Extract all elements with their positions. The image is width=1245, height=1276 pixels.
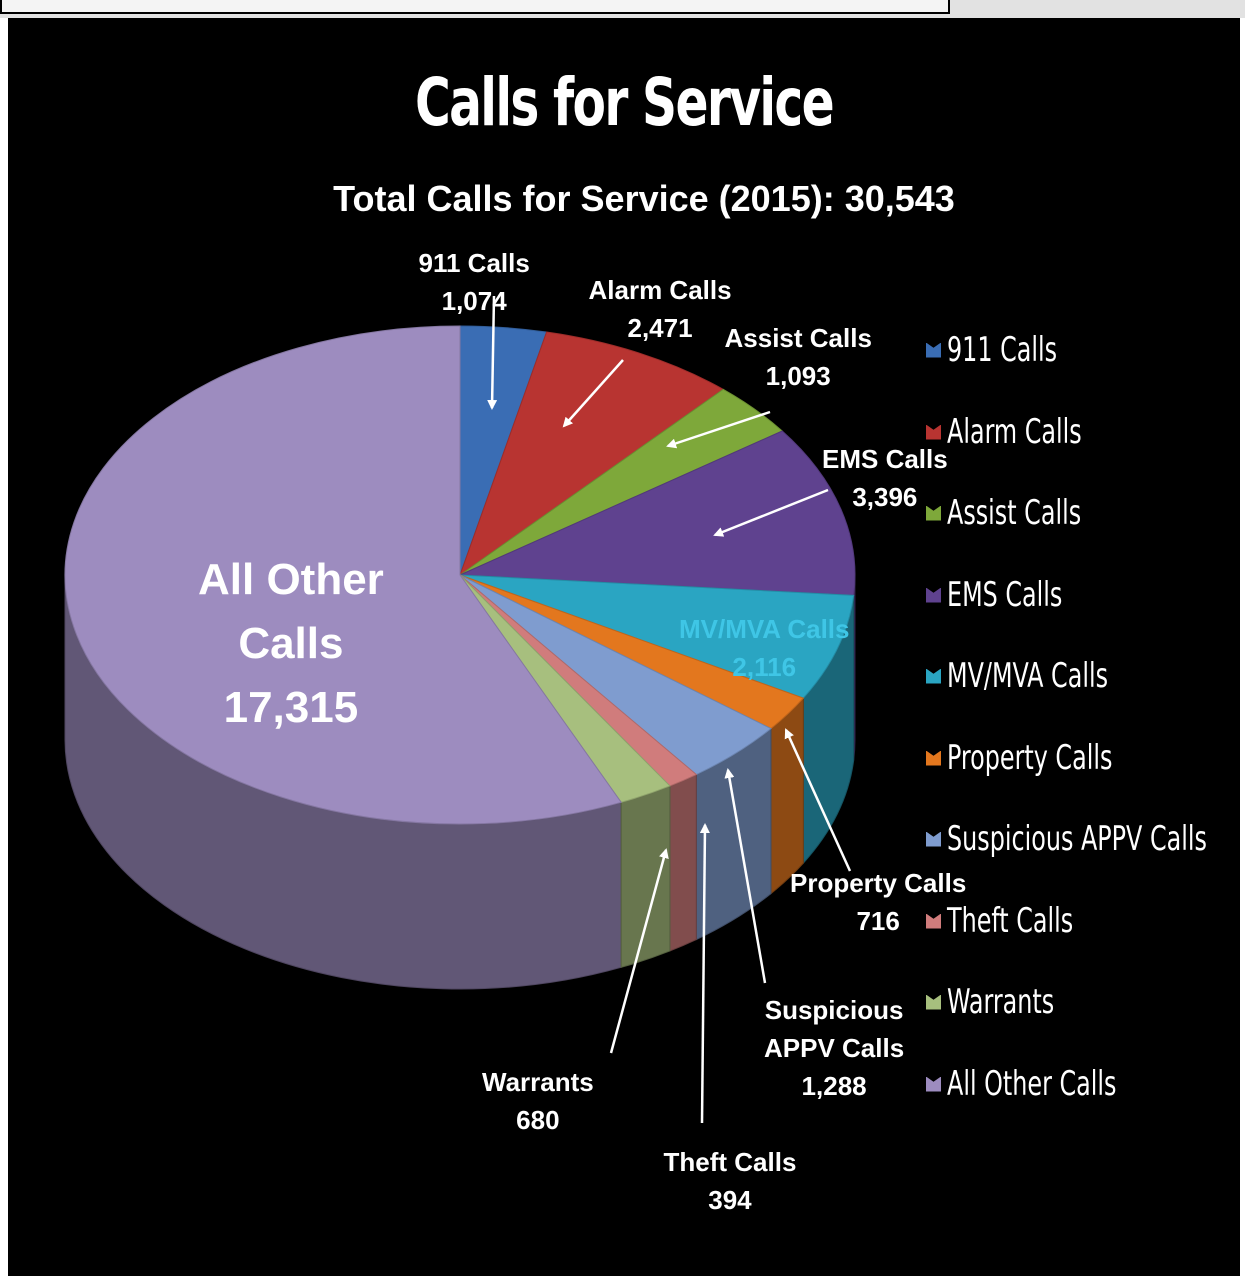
legend-item-warrants: Warrants (926, 982, 1084, 1022)
data-label-value: 17,315 (223, 683, 359, 732)
legend-swatch (926, 342, 941, 358)
data-label-name: Property Calls (790, 868, 967, 898)
leader-arrow-4 (784, 728, 852, 872)
data-label-name: 911 Calls (418, 248, 530, 278)
leader-arrow-0 (487, 295, 498, 410)
top-bar-tab (300, 0, 950, 14)
data-label-name: Theft Calls (663, 1147, 797, 1177)
legend-swatch (926, 994, 941, 1010)
legend-item-assist-calls: Assist Calls (926, 493, 1119, 533)
legend-item-911-calls: 911 Calls (926, 330, 1088, 370)
data-label-assist-calls: Assist Calls 1,093 (725, 319, 872, 395)
pie-slice-alarm-calls (458, 331, 725, 577)
legend-item-suspicious-appv-calls: Suspicious APPV Calls (926, 819, 1245, 859)
data-label-name: Alarm Calls (588, 275, 732, 305)
legend-item-ems-calls: EMS Calls (926, 575, 1095, 615)
data-label-theft-calls: Theft Calls 394 (664, 1143, 797, 1219)
leader-arrow-3 (713, 488, 829, 537)
data-label-value: 394 (708, 1185, 752, 1215)
top-bar (0, 0, 1245, 18)
data-label-suspicious-appv-calls: Suspicious APPV Calls 1,288 (764, 991, 904, 1105)
chart-panel: Calls for Service Total Calls for Servic… (8, 18, 1240, 1276)
data-label-name_line2: APPV Calls (764, 1033, 905, 1063)
legend-swatch (926, 587, 941, 603)
leader-arrow-1 (562, 359, 624, 428)
pie-slice-ems-calls (459, 430, 856, 596)
legend-item-mv-mva-calls: MV/MVA Calls (926, 656, 1153, 696)
top-bar-tab (0, 0, 304, 14)
pie-chart (64, 295, 856, 1124)
legend-label: All Other Calls (947, 1064, 1117, 1104)
data-label-mv-mva-calls: MV/MVA Calls 2,116 (679, 610, 849, 686)
legend-swatch (926, 831, 941, 847)
legend-swatch (926, 913, 941, 929)
data-label-value: 1,074 (441, 286, 507, 316)
data-label-property-calls: Property Calls 716 (790, 864, 966, 940)
legend-label: EMS Calls (947, 575, 1063, 615)
leader-arrow-2 (666, 410, 771, 449)
data-label-name: MV/MVA Calls (679, 614, 850, 644)
data-label-value: 1,288 (801, 1071, 867, 1101)
legend-label: Theft Calls (947, 901, 1074, 941)
pie-slice-all-other-calls (64, 325, 623, 825)
data-label-911-calls: 911 Calls 1,074 (419, 244, 530, 320)
leader-arrow-6 (699, 823, 710, 1124)
data-label-value: 3,396 (852, 482, 918, 512)
legend-item-property-calls: Property Calls (926, 738, 1159, 778)
leader-arrows (487, 295, 852, 1124)
legend-label: Assist Calls (947, 493, 1082, 533)
data-label-ems-calls: EMS Calls 3,396 (822, 440, 948, 516)
legend-label: Warrants (947, 982, 1055, 1022)
legend-label: 911 Calls (947, 330, 1058, 370)
data-label-name: Assist Calls (724, 323, 872, 353)
data-label-value: 716 (856, 906, 900, 936)
chart-title: Calls for Service (415, 64, 835, 141)
data-label-value: 2,471 (627, 313, 693, 343)
pie-side-8 (620, 785, 671, 968)
data-label-name: EMS Calls (822, 444, 948, 474)
data-label-all-other-calls: All Other Calls 17,315 (198, 548, 384, 740)
legend-item-theft-calls: Theft Calls (926, 901, 1109, 941)
legend-swatch (926, 505, 941, 521)
legend-swatch (926, 1076, 941, 1092)
leader-arrow-7 (609, 848, 669, 1054)
chart-subtitle: Total Calls for Service (2015): 30,543 (333, 178, 955, 219)
legend-label: MV/MVA Calls (947, 656, 1109, 696)
data-label-value: 2,116 (732, 652, 797, 682)
legend-label: Property Calls (947, 738, 1113, 778)
data-label-name_line1: Suspicious (764, 995, 904, 1025)
pie-side-7 (669, 773, 697, 952)
pie-slice-mv-mva-calls (459, 574, 855, 699)
pie-top-layer (64, 325, 856, 825)
data-label-name_line2: Calls (238, 619, 344, 668)
legend-swatch (926, 424, 941, 440)
legend-item-all-other-calls: All Other Calls (926, 1064, 1164, 1104)
leader-arrow-5 (724, 768, 767, 984)
data-label-name: Warrants (482, 1067, 594, 1097)
data-label-value: 1,093 (765, 361, 831, 391)
data-label-alarm-calls: Alarm Calls 2,471 (589, 271, 732, 347)
data-label-warrants: Warrants 680 (482, 1063, 594, 1139)
data-label-name_line1: All Other (198, 555, 384, 604)
legend-item-alarm-calls: Alarm Calls (926, 412, 1120, 452)
legend-swatch (926, 668, 941, 684)
legend-label: Suspicious APPV Calls (947, 819, 1207, 859)
data-label-value: 680 (516, 1105, 560, 1135)
legend-label: Alarm Calls (947, 412, 1082, 452)
legend-swatch (926, 750, 941, 766)
